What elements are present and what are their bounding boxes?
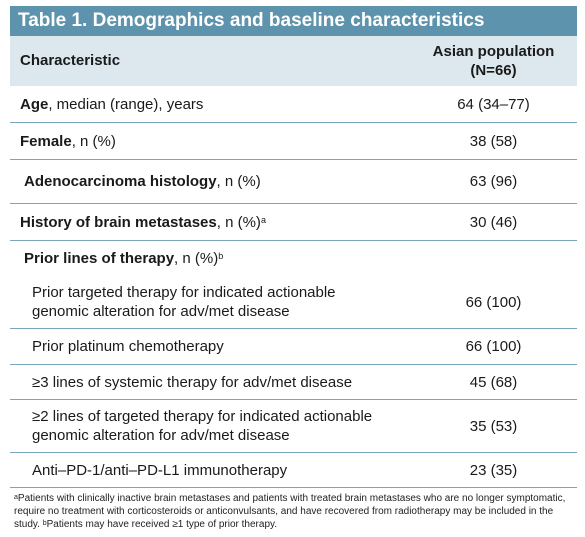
subrow-value: 66 (100) bbox=[465, 293, 522, 311]
subrow-label: Anti–PD-1/anti–PD-L1 immunotherapy bbox=[32, 461, 288, 479]
table-title: Table 1. Demographics and baseline chara… bbox=[10, 6, 577, 36]
header-population-label: Asian population bbox=[432, 43, 555, 60]
subrow-label: Prior targeted therapy for indicated act… bbox=[32, 284, 336, 320]
table-footnote: aPatients with clinically inactive brain… bbox=[14, 493, 566, 530]
table-subrow: Prior platinum chemotherapy 66 (100) bbox=[10, 329, 577, 365]
row-value: 63 (96) bbox=[469, 173, 518, 190]
table-row: Adenocarcinoma histology, n (%) 63 (96) bbox=[10, 160, 577, 204]
table-subrow: ≥3 lines of systemic therapy for adv/met… bbox=[10, 365, 577, 400]
row-label: History of brain metastases, n (%)a bbox=[20, 213, 266, 231]
row-label: Female, n (%) bbox=[20, 132, 116, 150]
row-value: 30 (46) bbox=[469, 213, 518, 231]
header-population-n: (N=66) bbox=[470, 62, 517, 79]
row-label: Age, median (range), years bbox=[20, 95, 204, 113]
subrow-value: 66 (100) bbox=[465, 338, 522, 355]
subrow-value: 23 (35) bbox=[469, 461, 518, 479]
table-subrow: Prior targeted therapy for indicated act… bbox=[10, 276, 577, 329]
subrow-label: ≥2 lines of targeted therapy for indicat… bbox=[32, 408, 373, 444]
table-row: Female, n (%) 38 (58) bbox=[10, 123, 577, 160]
subrow-value: 45 (68) bbox=[469, 373, 518, 391]
table-row: History of brain metastases, n (%)a 30 (… bbox=[10, 204, 577, 241]
table-subrow: ≥2 lines of targeted therapy for indicat… bbox=[10, 400, 577, 453]
header-population: Asian population (N=66) bbox=[410, 42, 577, 80]
table-row-group-heading: Prior lines of therapy, n (%)b bbox=[10, 241, 577, 276]
row-value: 38 (58) bbox=[469, 132, 518, 150]
subrow-value: 35 (53) bbox=[469, 417, 518, 435]
table-header: Characteristic Asian population (N=66) bbox=[10, 36, 577, 86]
subrow-label: ≥3 lines of systemic therapy for adv/met… bbox=[32, 373, 353, 391]
row-value: 64 (34–77) bbox=[457, 95, 530, 113]
row-label: Adenocarcinoma histology, n (%) bbox=[24, 173, 261, 190]
subrow-label: Prior platinum chemotherapy bbox=[32, 338, 224, 355]
row-value bbox=[410, 241, 577, 276]
table-row: Age, median (range), years 64 (34–77) bbox=[10, 86, 577, 123]
header-characteristic: Characteristic bbox=[20, 52, 121, 69]
row-label: Prior lines of therapy, n (%)b bbox=[24, 250, 224, 267]
table-subrow: Anti–PD-1/anti–PD-L1 immunotherapy 23 (3… bbox=[10, 453, 577, 488]
